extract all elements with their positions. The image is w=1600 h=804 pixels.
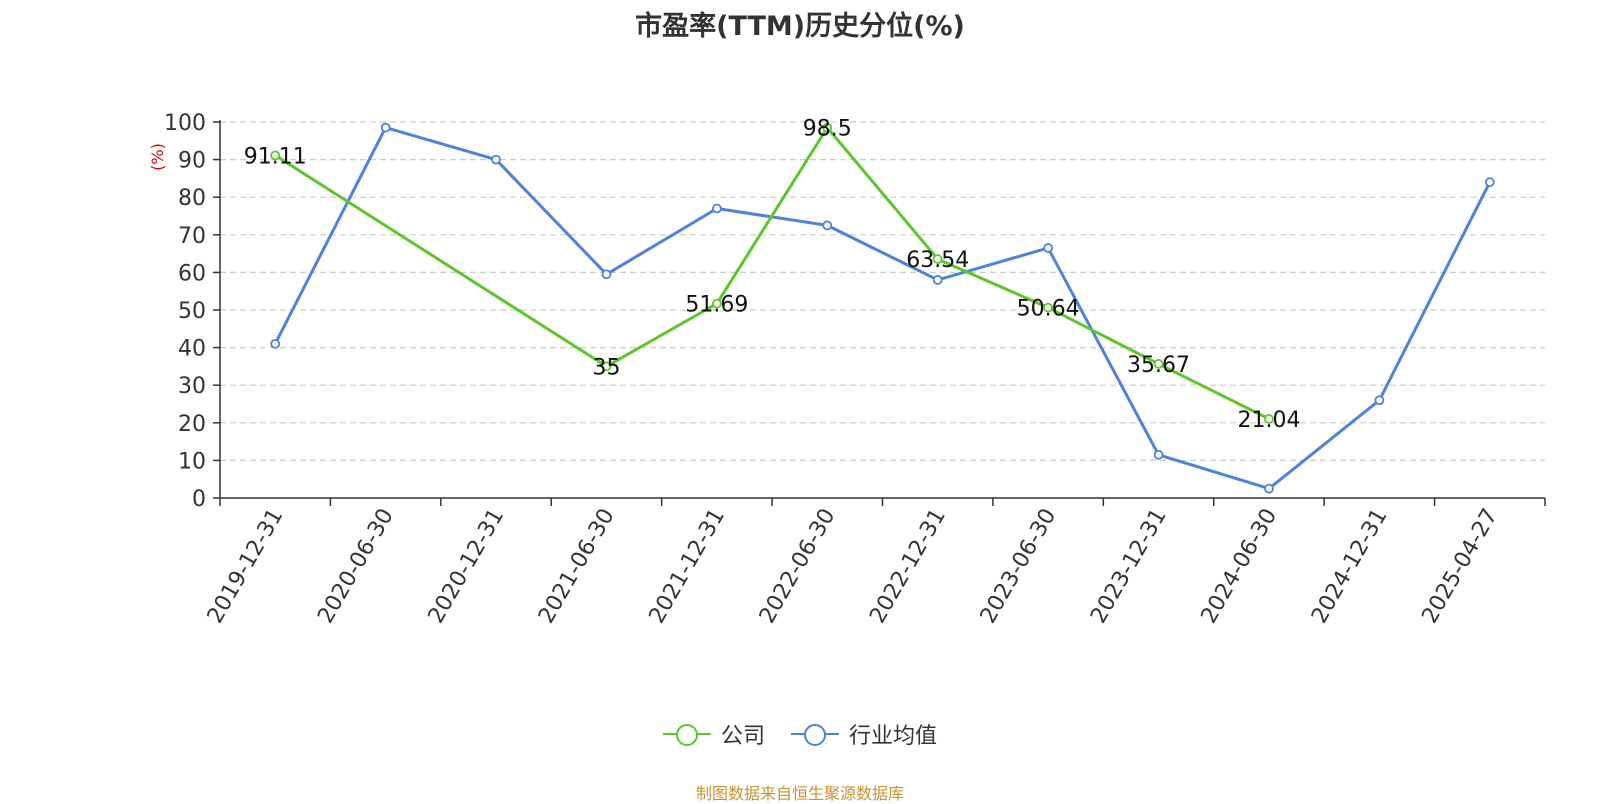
legend-label-company: 公司 (720, 724, 765, 749)
series-lines (270, 122, 1495, 494)
legend-symbol-company (662, 722, 711, 746)
data-point-1 (601, 269, 612, 280)
data-label: 91.11 (244, 144, 307, 169)
x-tick-label: 2019-12-31 (203, 505, 289, 628)
y-tick-label: 60 (178, 261, 206, 286)
data-point-0 (822, 122, 833, 133)
x-tick-label: 2021-06-30 (534, 505, 620, 628)
x-tick-label: 2022-06-30 (755, 505, 841, 628)
data-point-0 (1264, 413, 1274, 424)
data-point-1 (711, 203, 722, 214)
x-tick-label: 2023-12-31 (1086, 505, 1172, 628)
y-tick-label: 90 (178, 149, 206, 174)
data-label: 21.04 (1237, 408, 1300, 433)
data-point-1 (822, 220, 833, 231)
y-tick-label: 50 (178, 299, 206, 324)
data-point-0 (601, 361, 612, 372)
y-tick-label: 100 (164, 111, 206, 136)
data-point-1 (1264, 483, 1274, 494)
x-tick-label: 2022-12-31 (865, 505, 951, 628)
y-tick-label: 30 (178, 374, 206, 399)
y-tick-label: 10 (178, 449, 206, 474)
data-point-1 (380, 122, 391, 133)
x-tick-label: 2020-12-31 (424, 505, 510, 628)
gridlines (220, 121, 1545, 461)
y-tick-label: 0 (192, 487, 206, 512)
data-point-1 (491, 154, 501, 165)
legend: 公司 行业均值 (0, 718, 1600, 750)
data-label: 50.64 (1017, 297, 1080, 322)
data-point-1 (1043, 243, 1054, 253)
data-source-note: 制图数据来自恒生聚源数据库 (695, 784, 904, 803)
x-tick-label: 2021-12-31 (644, 505, 730, 628)
data-label: 98.5 (803, 117, 852, 142)
data-point-0 (1043, 302, 1054, 313)
data-label: 35 (592, 355, 620, 380)
data-point-1 (1374, 395, 1385, 406)
data-point-1 (932, 275, 943, 285)
y-tick-label: 80 (178, 186, 206, 211)
data-labels: 91.11 35 51.69 98.5 63.54 50.64 35.67 21.04 (244, 117, 1301, 433)
x-tick-label: 2020-06-30 (313, 505, 399, 628)
chart-title: 市盈率(TTM)历史分位(%) (635, 11, 965, 42)
data-label: 63.54 (906, 248, 969, 273)
data-point-0 (711, 298, 722, 309)
legend-item-company[interactable]: 公司 (662, 718, 765, 750)
data-point-0 (1153, 358, 1164, 369)
data-point-1 (1153, 449, 1164, 460)
data-label: 35.67 (1127, 353, 1190, 378)
x-tick-label: 2024-06-30 (1197, 505, 1283, 628)
legend-label-industry-average: 行业均值 (849, 724, 938, 749)
series-line-0 (274, 126, 1270, 421)
x-tick-label: 2025-04-27 (1417, 505, 1503, 628)
y-tick-label: 20 (178, 412, 206, 437)
data-point-0 (270, 150, 281, 161)
data-point-1 (270, 338, 281, 349)
y-tick-label: 70 (178, 224, 206, 249)
y-axis-label: (%) (148, 143, 167, 171)
data-label: 51.69 (685, 293, 748, 318)
axes: 0 10 20 30 40 50 60 70 80 90 100 (%) 2019-12-31 2020-… (148, 111, 1546, 628)
x-tick-label: 2024-12-31 (1307, 505, 1393, 628)
data-point-1 (1484, 177, 1495, 188)
legend-item-industry-average[interactable]: 行业均值 (791, 718, 937, 750)
x-tick-label: 2023-06-30 (976, 505, 1062, 628)
data-point-0 (932, 254, 943, 264)
y-tick-label: 40 (178, 337, 206, 362)
legend-symbol-industry-average (791, 722, 839, 746)
series-line-1 (273, 126, 1492, 491)
